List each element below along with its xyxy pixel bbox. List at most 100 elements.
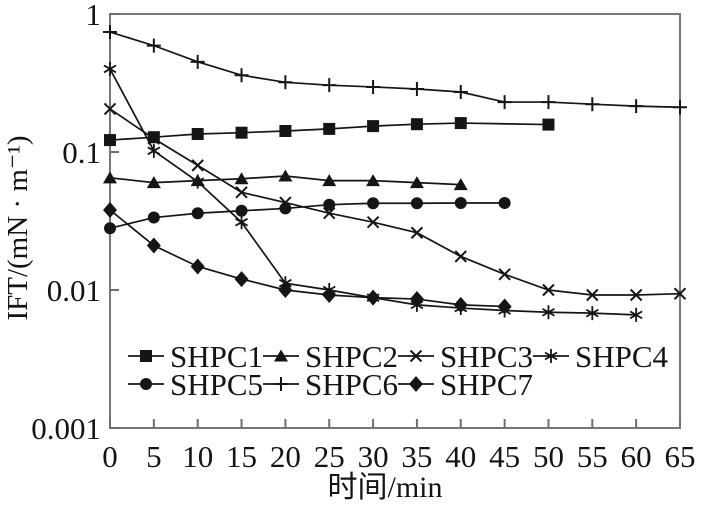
- series-SHPC1-marker: [235, 126, 248, 139]
- legend-item-SHPC2: SHPC2: [263, 339, 398, 374]
- series-SHPC7-marker: [190, 258, 205, 275]
- legend-item-SHPC7: SHPC7: [398, 367, 533, 402]
- x-tick-label: 15: [226, 439, 257, 474]
- axis-tick-labels: 0 5 10 15 20 25 30 35 40 45 50 55 60 65 1 0.1 0.01 0.001: [31, 0, 695, 474]
- series-SHPC5-marker: [498, 197, 511, 210]
- series-SHPC6-line: [109, 31, 681, 109]
- series-SHPC1: [104, 117, 555, 147]
- legend-item-SHPC6: SHPC6: [263, 367, 398, 402]
- x-tick-label: 50: [533, 439, 564, 474]
- series-SHPC7-marker: [146, 237, 161, 254]
- legend-label-SHPC5: SHPC5: [170, 367, 263, 402]
- legend-marker-SHPC1: [140, 350, 152, 362]
- series-SHPC5-marker: [191, 207, 204, 220]
- series-SHPC3-marker: [235, 186, 248, 199]
- series-SHPC3-marker: [586, 288, 599, 302]
- series-SHPC3-marker: [366, 215, 380, 229]
- series-SHPC6-marker: [629, 99, 644, 114]
- legend-label-SHPC6: SHPC6: [305, 367, 398, 402]
- legend-item-SHPC4: SHPC4: [533, 339, 669, 374]
- series-SHPC1-marker: [454, 117, 467, 130]
- series-SHPC6-marker: [453, 85, 468, 100]
- axis-ticks: [109, 13, 681, 429]
- series-SHPC2-marker: [278, 169, 293, 182]
- series-layer: [103, 25, 687, 322]
- x-tick-label: 25: [314, 439, 345, 474]
- series-SHPC1-marker: [104, 134, 116, 147]
- series-SHPC5-marker: [104, 222, 116, 235]
- series-SHPC6-marker: [278, 75, 293, 90]
- series-SHPC4-line: [109, 68, 637, 316]
- series-SHPC3: [103, 102, 687, 302]
- series-SHPC2-marker: [453, 178, 468, 191]
- series-SHPC2-marker: [366, 174, 381, 187]
- series-SHPC5-marker: [454, 197, 467, 210]
- legend-label-SHPC3: SHPC3: [440, 339, 533, 374]
- series-SHPC5-marker: [410, 197, 423, 210]
- legend-item-SHPC3: SHPC3: [398, 339, 533, 374]
- series-SHPC6-marker: [409, 82, 424, 97]
- series-SHPC7-marker: [409, 291, 424, 308]
- x-axis-label: 时间/min: [327, 471, 442, 504]
- legend-label-SHPC2: SHPC2: [305, 339, 398, 374]
- legend-item-SHPC5: SHPC5: [128, 367, 263, 402]
- series-SHPC6: [103, 25, 687, 115]
- plot-area: [109, 13, 681, 429]
- series-SHPC6-marker: [585, 97, 600, 112]
- legend-item-SHPC1: SHPC1: [128, 339, 263, 374]
- y-tick-label: 0.001: [31, 411, 101, 446]
- series-SHPC1-marker: [542, 118, 555, 131]
- series-SHPC3-marker: [629, 288, 643, 302]
- series-SHPC2-marker: [322, 174, 337, 187]
- series-SHPC6-marker: [673, 100, 687, 115]
- series-SHPC4-marker: [147, 143, 161, 158]
- series-SHPC1-marker: [191, 128, 204, 141]
- series-SHPC7-marker: [366, 289, 381, 306]
- x-tick-label: 40: [445, 439, 476, 474]
- series-SHPC6-marker: [541, 95, 556, 110]
- series-SHPC4-marker: [542, 305, 555, 320]
- series-SHPC5-marker: [367, 197, 380, 210]
- series-SHPC3-marker: [410, 226, 424, 239]
- series-SHPC6-marker: [103, 25, 117, 40]
- series-SHPC3-marker: [103, 102, 117, 116]
- series-SHPC1-line: [109, 122, 549, 141]
- legend-marker-SHPC7: [409, 376, 423, 392]
- series-SHPC3-marker: [191, 159, 204, 172]
- y-tick-label: 0.01: [47, 273, 101, 308]
- series-SHPC1-marker: [279, 124, 292, 137]
- series-SHPC7-marker: [322, 286, 337, 303]
- series-SHPC4-marker: [235, 215, 248, 230]
- series-SHPC7-marker: [278, 282, 293, 298]
- legend-label-SHPC7: SHPC7: [440, 367, 533, 402]
- series-SHPC4: [103, 61, 643, 322]
- x-tick-label: 20: [270, 439, 301, 474]
- series-SHPC7-line: [109, 209, 505, 308]
- series-SHPC2-marker: [409, 176, 424, 189]
- series-SHPC4-marker: [629, 307, 643, 322]
- x-tick-label: 5: [146, 439, 162, 474]
- series-SHPC2: [103, 169, 468, 191]
- series-SHPC1-marker: [410, 118, 423, 131]
- series-SHPC4-marker: [103, 61, 117, 76]
- x-tick-label: 60: [621, 439, 652, 474]
- x-tick-label: 45: [489, 439, 520, 474]
- series-SHPC2-marker: [103, 171, 117, 184]
- series-SHPC5-marker: [323, 198, 336, 211]
- x-tick-label: 35: [401, 439, 432, 474]
- series-SHPC2-marker: [234, 172, 249, 185]
- series-SHPC2-marker: [146, 176, 161, 189]
- series-SHPC7-marker: [497, 298, 512, 315]
- legend-label-SHPC4: SHPC4: [575, 339, 669, 374]
- series-SHPC3-marker: [454, 250, 467, 263]
- legend-marker-SHPC4: [544, 349, 558, 363]
- x-tick-label: 10: [182, 439, 213, 474]
- series-SHPC5-marker: [147, 211, 160, 224]
- x-tick-label: 55: [577, 439, 608, 474]
- series-SHPC3-marker: [673, 287, 687, 300]
- y-axis-label: IFT/(mN · m⁻¹): [2, 135, 34, 320]
- series-SHPC5-marker: [235, 204, 248, 217]
- x-tick-label: 30: [358, 439, 389, 474]
- series-SHPC1-marker: [367, 120, 380, 133]
